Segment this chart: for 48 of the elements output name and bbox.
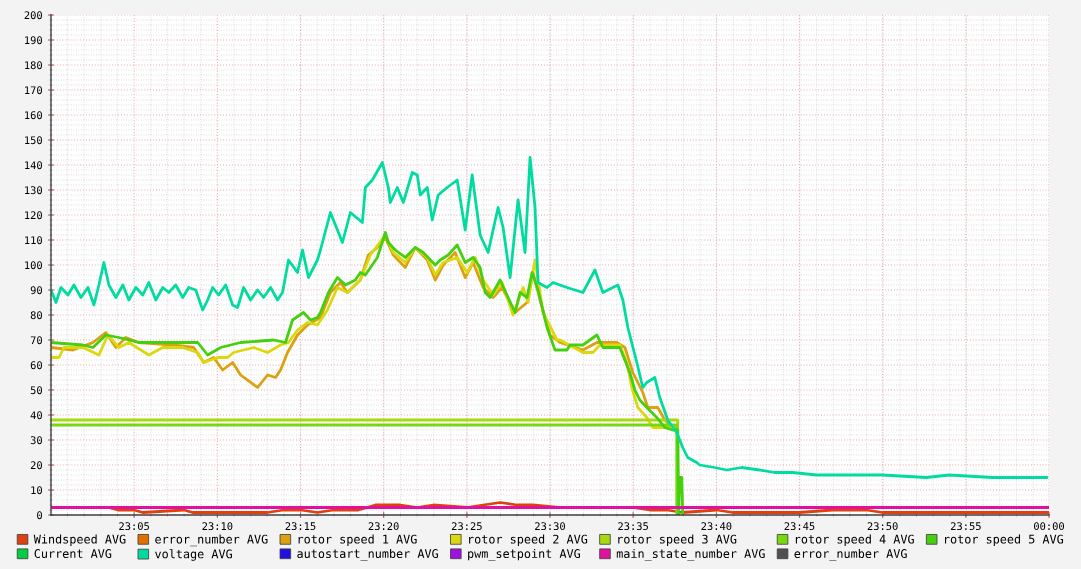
x-tick-label: 23:45	[784, 522, 815, 531]
y-tick-label: 40	[30, 411, 42, 420]
y-tick-label: 140	[25, 161, 42, 170]
legend-label: error_number AVG	[794, 548, 907, 561]
x-tick-label: 00:00	[1034, 522, 1064, 531]
line-series	[51, 231, 685, 515]
y-tick-label: 70	[30, 336, 42, 345]
x-tick-label: 23:15	[285, 522, 316, 531]
x-tick-label: 23:05	[119, 522, 149, 531]
x-tick-label: 23:30	[535, 522, 565, 531]
y-tick-label: 160	[25, 111, 42, 120]
legend-label: error_number AVG	[155, 534, 268, 547]
y-tick-label: 60	[30, 361, 42, 370]
legend-label: rotor speed 4 AVG	[795, 534, 914, 546]
x-tick-label: 23:20	[368, 522, 399, 531]
y-tick-label: 190	[25, 36, 42, 45]
line-series	[51, 156, 1049, 479]
legend-label: Current AVG	[34, 549, 112, 559]
y-tick-label: 0	[37, 511, 42, 520]
y-tick-label: 100	[25, 261, 42, 270]
legend-label: rotor speed 5 AVG	[945, 534, 1064, 546]
x-tick-label: 23:25	[451, 522, 482, 531]
y-tick-label: 80	[30, 311, 42, 320]
y-tick-label: 110	[25, 236, 42, 245]
y-tick-label: 90	[30, 286, 42, 295]
y-tick-label: 200	[24, 11, 42, 20]
legend-label: Windspeed AVG	[33, 534, 126, 546]
x-tick-label: 23:55	[950, 522, 981, 531]
legend-label: rotor speed 1 AVG	[298, 534, 417, 546]
y-tick-label: 180	[25, 61, 42, 70]
legend-label: main_state_number AVG	[616, 548, 765, 561]
y-tick-label: 150	[25, 136, 42, 145]
legend-label: rotor speed 3 AVG	[618, 534, 737, 546]
y-tick-label: 120	[25, 211, 42, 220]
x-tick-label: 23:10	[202, 522, 233, 531]
legend-label: pwm_setpoint AVG	[468, 548, 581, 561]
y-tick-label: 130	[25, 186, 42, 195]
y-tick-label: 30	[30, 436, 42, 445]
x-tick-label: 23:35	[618, 522, 648, 531]
x-tick-label: 23:50	[867, 522, 898, 531]
x-tick-label: 23:40	[701, 522, 732, 531]
legend-label: voltage AVG	[155, 549, 232, 561]
y-tick-label: 170	[25, 86, 42, 95]
y-tick-label: 50	[30, 386, 42, 395]
legend-label: autostart_number AVG	[297, 548, 438, 561]
legend-label: rotor speed 2 AVG	[469, 534, 588, 546]
y-tick-label: 20	[30, 461, 42, 470]
y-tick-label: 10	[31, 486, 42, 495]
